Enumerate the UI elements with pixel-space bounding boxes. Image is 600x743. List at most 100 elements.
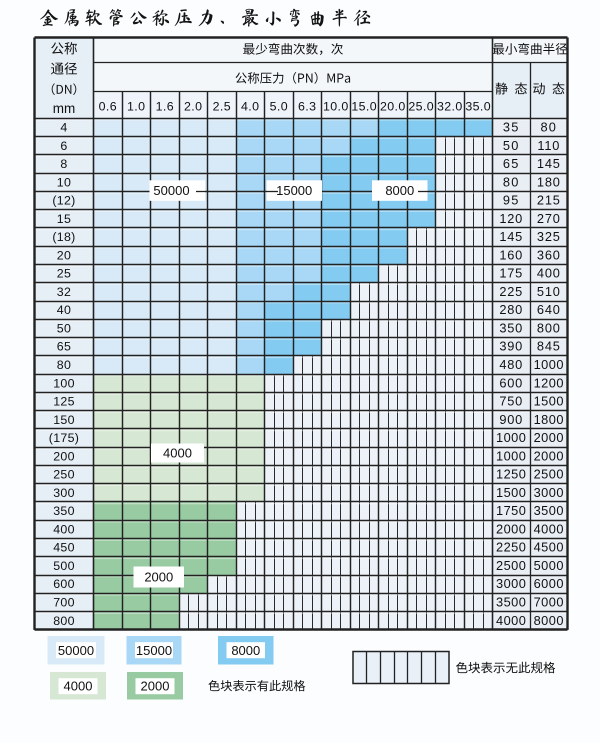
svg-text:(175): (175) [49, 431, 79, 445]
svg-text:2.0: 2.0 [184, 100, 202, 114]
svg-text:35.0: 35.0 [465, 100, 491, 114]
svg-text:325: 325 [537, 229, 561, 244]
svg-text:32.0: 32.0 [437, 100, 463, 114]
svg-text:35: 35 [503, 120, 520, 135]
svg-text:280: 280 [499, 302, 523, 317]
svg-text:4: 4 [60, 121, 67, 135]
svg-text:4000: 4000 [64, 678, 93, 693]
svg-text:600: 600 [499, 375, 523, 390]
svg-text:2500: 2500 [496, 558, 526, 573]
svg-text:900: 900 [499, 412, 523, 427]
svg-text:6000: 6000 [534, 576, 564, 591]
svg-text:225: 225 [499, 284, 523, 299]
svg-text:1.6: 1.6 [156, 100, 174, 114]
svg-text:20.0: 20.0 [380, 100, 406, 114]
svg-text:15.0: 15.0 [351, 100, 377, 114]
svg-text:145: 145 [499, 229, 523, 244]
svg-text:7000: 7000 [534, 595, 564, 610]
svg-text:640: 640 [537, 302, 561, 317]
svg-text:2000: 2000 [534, 430, 564, 445]
svg-text:4.0: 4.0 [241, 100, 259, 114]
svg-text:6.3: 6.3 [298, 100, 316, 114]
svg-text:200: 200 [53, 449, 75, 463]
svg-text:480: 480 [499, 357, 523, 372]
svg-text:8000: 8000 [534, 613, 564, 628]
svg-text:(18): (18) [52, 230, 75, 244]
svg-text:1200: 1200 [534, 375, 564, 390]
svg-text:95: 95 [503, 193, 520, 208]
svg-text:1000: 1000 [534, 357, 564, 372]
svg-text:8: 8 [60, 157, 67, 171]
svg-text:800: 800 [53, 614, 75, 628]
svg-text:15000: 15000 [276, 183, 312, 198]
svg-text:400: 400 [53, 522, 75, 536]
svg-text:500: 500 [53, 559, 75, 573]
svg-text:510: 510 [537, 284, 561, 299]
svg-text:8000: 8000 [385, 183, 414, 198]
svg-text:150: 150 [53, 413, 75, 427]
svg-text:750: 750 [499, 394, 523, 409]
svg-text:800: 800 [537, 321, 561, 336]
svg-text:25: 25 [57, 267, 71, 281]
svg-text:2.5: 2.5 [213, 100, 231, 114]
svg-text:8000: 8000 [231, 643, 260, 658]
svg-text:350: 350 [499, 321, 523, 336]
svg-text:50: 50 [57, 322, 71, 336]
svg-text:215: 215 [537, 193, 561, 208]
svg-text:845: 845 [537, 339, 561, 354]
svg-text:40: 40 [57, 303, 71, 317]
svg-text:145: 145 [537, 156, 561, 171]
svg-text:50000: 50000 [153, 183, 189, 198]
svg-text:80: 80 [503, 174, 520, 189]
svg-text:5.0: 5.0 [270, 100, 288, 114]
svg-text:1.0: 1.0 [127, 100, 145, 114]
svg-text:25.0: 25.0 [408, 100, 434, 114]
svg-text:65: 65 [57, 340, 71, 354]
svg-text:180: 180 [537, 174, 561, 189]
svg-text:50: 50 [503, 138, 520, 153]
svg-text:10.0: 10.0 [323, 100, 349, 114]
svg-text:32: 32 [57, 285, 71, 299]
svg-text:300: 300 [53, 486, 75, 500]
svg-text:3000: 3000 [534, 485, 564, 500]
svg-text:10: 10 [57, 175, 71, 189]
svg-text:100: 100 [53, 376, 75, 390]
svg-text:1000: 1000 [496, 448, 526, 463]
svg-text:3500: 3500 [496, 595, 526, 610]
svg-text:450: 450 [53, 541, 75, 555]
svg-text:4000: 4000 [534, 521, 564, 536]
svg-text:2000: 2000 [496, 521, 526, 536]
svg-text:1500: 1500 [496, 485, 526, 500]
svg-text:160: 160 [499, 247, 523, 262]
svg-text:(12): (12) [52, 194, 75, 208]
svg-text:65: 65 [503, 156, 520, 171]
svg-text:1000: 1000 [496, 430, 526, 445]
svg-text:80: 80 [57, 358, 71, 372]
svg-text:20: 20 [57, 248, 71, 262]
svg-text:5000: 5000 [534, 558, 564, 573]
svg-text:1800: 1800 [534, 412, 564, 427]
svg-text:4000: 4000 [163, 446, 192, 461]
svg-text:700: 700 [53, 596, 75, 610]
svg-text:600: 600 [53, 577, 75, 591]
svg-text:110: 110 [537, 138, 560, 153]
svg-text:2000: 2000 [534, 448, 564, 463]
svg-text:4500: 4500 [534, 540, 564, 555]
svg-text:350: 350 [53, 504, 75, 518]
svg-text:2250: 2250 [496, 540, 526, 555]
svg-text:4000: 4000 [496, 613, 526, 628]
svg-text:1750: 1750 [496, 503, 526, 518]
svg-text:2500: 2500 [534, 467, 564, 482]
svg-text:80: 80 [540, 120, 557, 135]
svg-text:6: 6 [60, 139, 67, 153]
svg-text:3000: 3000 [496, 576, 526, 591]
svg-text:360: 360 [537, 247, 561, 262]
svg-text:15: 15 [57, 212, 71, 226]
svg-text:2000: 2000 [144, 570, 173, 585]
svg-text:1500: 1500 [534, 394, 564, 409]
svg-text:15000: 15000 [136, 643, 172, 658]
svg-text:50000: 50000 [58, 643, 94, 658]
svg-text:250: 250 [53, 468, 75, 482]
svg-text:390: 390 [499, 339, 523, 354]
svg-text:mm: mm [53, 101, 76, 116]
